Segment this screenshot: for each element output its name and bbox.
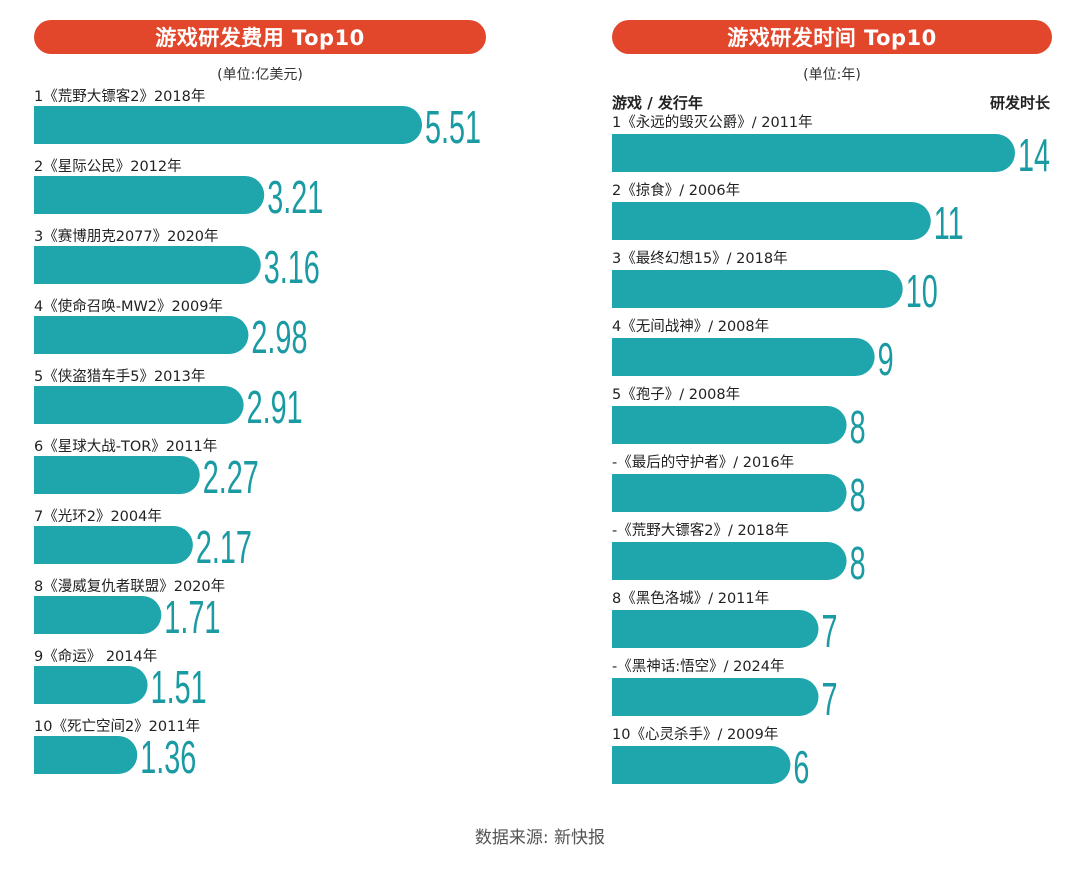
category-label: 3《最终幻想15》/ 2018年 <box>612 250 788 267</box>
value-label: 11 <box>934 198 964 250</box>
value-label: 2.91 <box>247 382 303 434</box>
bar <box>612 134 1015 172</box>
bar <box>34 456 200 494</box>
value-label: 2.17 <box>196 522 252 574</box>
value-label: 2.27 <box>203 452 259 504</box>
bar <box>34 526 193 564</box>
bar-row: 4《使命召唤-MW2》2009年 2.98 <box>34 297 307 364</box>
category-label: 4《使命召唤-MW2》2009年 <box>34 297 223 315</box>
bar-row: -《荒野大镖客2》/ 2018年 8 <box>612 522 866 590</box>
value-label: 10 <box>906 266 938 318</box>
bar <box>34 666 148 704</box>
category-label: 5《孢子》/ 2008年 <box>612 386 740 403</box>
category-label: 3《赛博朋克2077》2020年 <box>34 228 219 245</box>
category-label: -《黑神话:悟空》/ 2024年 <box>612 658 785 675</box>
category-label: -《荒野大镖客2》/ 2018年 <box>612 522 789 539</box>
bar <box>612 610 819 648</box>
category-label: 5《侠盗猎车手5》2013年 <box>34 368 205 385</box>
bar-row: 3《最终幻想15》/ 2018年 10 <box>612 250 938 318</box>
value-label: 8 <box>850 402 866 454</box>
category-label: 10《心灵杀手》/ 2009年 <box>612 726 778 743</box>
bar <box>34 176 265 214</box>
time-unit: (单位:年) <box>803 67 861 83</box>
bar <box>612 202 931 240</box>
bar <box>612 338 875 376</box>
category-label: 8《黑色洛城》/ 2011年 <box>612 590 769 607</box>
cost-title: 游戏研发费用 Top10 <box>34 20 486 54</box>
value-label: 1.51 <box>151 662 207 714</box>
bar-row: 1《荒野大镖客2》2018年 5.51 <box>34 88 481 154</box>
bar <box>34 106 422 144</box>
bar <box>34 736 138 774</box>
bar-row: 7《光环2》2004年 2.17 <box>34 508 252 574</box>
value-label: 8 <box>850 538 866 590</box>
category-label: 4《无间战神》/ 2008年 <box>612 318 769 335</box>
bar-row: 8《黑色洛城》/ 2011年 7 <box>612 590 838 658</box>
value-label: 6 <box>793 742 809 794</box>
value-label: 3.16 <box>264 242 320 294</box>
value-label: 3.21 <box>267 172 323 224</box>
value-label: 7 <box>822 606 838 658</box>
category-label: 2《星际公民》2012年 <box>34 158 182 175</box>
bar <box>34 596 162 634</box>
bar-row: 3《赛博朋克2077》2020年 3.16 <box>34 228 320 294</box>
category-label: 8《漫威复仇者联盟》2020年 <box>34 577 225 595</box>
value-label: 1.71 <box>164 592 220 644</box>
category-label: 7《光环2》2004年 <box>34 508 162 525</box>
category-label: 9《命运》 2014年 <box>34 647 157 665</box>
category-label: 2《掠食》/ 2006年 <box>612 182 740 199</box>
cost-bar-chart: 1《荒野大镖客2》2018年5.512《星际公民》2012年3.213《赛博朋克… <box>34 88 481 784</box>
category-label: 1《永远的毁灭公爵》/ 2011年 <box>612 114 813 131</box>
value-label: 1.36 <box>140 732 196 784</box>
bar-row: 4《无间战神》/ 2008年 9 <box>612 318 894 386</box>
category-label: 10《死亡空间2》2011年 <box>34 718 200 735</box>
bar <box>612 406 847 444</box>
source-note: 数据来源: 新快报 <box>474 828 606 848</box>
bar-row: 10《心灵杀手》/ 2009年 6 <box>612 726 809 794</box>
value-label: 8 <box>850 470 866 522</box>
bar-row: 5《孢子》/ 2008年 8 <box>612 386 866 454</box>
bar-row: 1《永远的毁灭公爵》/ 2011年 14 <box>612 114 1050 182</box>
value-label: 7 <box>822 674 838 726</box>
value-label: 14 <box>1018 130 1050 182</box>
bar-row: -《黑神话:悟空》/ 2024年 7 <box>612 658 838 726</box>
bar <box>612 746 791 784</box>
bar-row: 2《掠食》/ 2006年 11 <box>612 182 964 250</box>
bar <box>34 316 249 354</box>
time-title: 游戏研发时间 Top10 <box>612 20 1052 54</box>
bar-row: -《最后的守护者》/ 2016年 8 <box>612 454 866 522</box>
bar <box>612 678 819 716</box>
category-label: 6《星球大战-TOR》2011年 <box>34 438 217 455</box>
value-label: 2.98 <box>251 312 307 364</box>
category-label: 1《荒野大镖客2》2018年 <box>34 88 205 105</box>
bar-row: 2《星际公民》2012年 3.21 <box>34 158 323 224</box>
category-label: -《最后的守护者》/ 2016年 <box>612 454 794 471</box>
bar-row: 5《侠盗猎车手5》2013年 2.91 <box>34 368 303 434</box>
value-label: 5.51 <box>425 102 481 154</box>
bar <box>612 474 847 512</box>
time-col-duration: 研发时长 <box>989 94 1050 112</box>
time-col-game: 游戏 / 发行年 <box>612 94 703 112</box>
bar <box>34 386 244 424</box>
bar <box>612 270 903 308</box>
bar <box>612 542 847 580</box>
bar <box>34 246 261 284</box>
value-label: 9 <box>878 334 894 386</box>
cost-unit: (单位:亿美元) <box>217 67 303 83</box>
